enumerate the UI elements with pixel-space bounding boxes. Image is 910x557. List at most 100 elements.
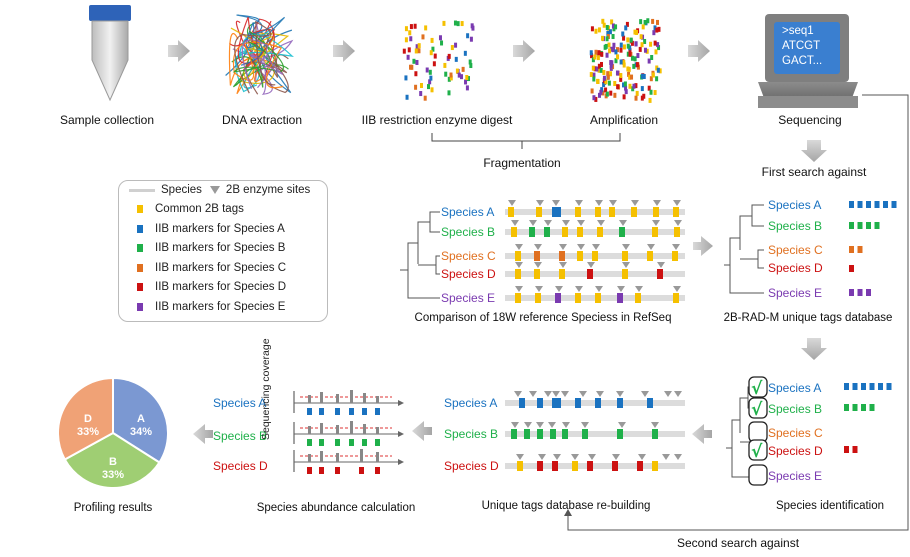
first-search-label: First search against — [761, 165, 867, 179]
fragment — [651, 72, 655, 78]
fragment — [604, 43, 608, 49]
tag-marker — [529, 227, 535, 237]
tag-marker — [587, 269, 593, 279]
fragment — [621, 31, 625, 37]
tag-marker — [519, 398, 525, 408]
fragment — [589, 50, 593, 56]
unique-tag — [849, 265, 854, 272]
fragment — [632, 83, 636, 89]
fragment — [589, 72, 593, 78]
step-arrows — [168, 40, 710, 62]
enzyme-site-triangle — [641, 391, 649, 397]
screen-line-3: GACT... — [782, 55, 823, 67]
fragment — [413, 23, 417, 29]
fragment — [605, 52, 609, 58]
fragment — [419, 91, 423, 97]
fragment — [635, 62, 639, 68]
tag-marker — [575, 398, 581, 408]
fragment — [404, 37, 408, 43]
fragment — [651, 18, 655, 24]
enzyme-site-triangle — [536, 422, 544, 428]
enzyme-site-triangle-icon — [209, 186, 220, 194]
coverage-bar — [336, 394, 339, 403]
fragment — [597, 27, 601, 33]
pie-slice-percent: 33% — [76, 426, 100, 438]
fragment — [449, 75, 453, 81]
tag-marker — [524, 429, 530, 439]
fragment — [634, 83, 638, 89]
enzyme-site-triangle — [515, 262, 523, 268]
fragment — [613, 81, 617, 87]
fragment — [423, 95, 427, 101]
tag-marker — [577, 251, 583, 261]
enzyme-site-triangle — [534, 262, 542, 268]
fragment — [614, 49, 618, 55]
fragment — [622, 82, 626, 88]
enzyme-site-triangle — [555, 286, 563, 292]
enzyme-site-triangle — [571, 454, 579, 460]
fragment — [601, 90, 605, 96]
fragment — [657, 26, 661, 32]
coverage-bar — [360, 449, 363, 462]
fragment — [409, 24, 413, 30]
tag-marker — [657, 269, 663, 279]
enzyme-site-triangle — [535, 286, 543, 292]
legend-item-label: IIB markers for Species B — [155, 242, 286, 254]
fragment — [608, 48, 612, 54]
fragment — [627, 71, 631, 77]
tag-marker — [575, 293, 581, 303]
fragment — [624, 85, 628, 91]
fragment — [594, 96, 598, 102]
enzyme-site-triangle — [674, 220, 682, 226]
fragment — [404, 26, 408, 32]
tag-marker — [511, 227, 517, 237]
fragment — [419, 82, 423, 88]
tag-marker — [307, 467, 312, 474]
fragment — [602, 22, 606, 28]
fragment — [468, 59, 472, 65]
enzyme-site-triangle — [544, 220, 552, 226]
database-species-c-label: Species C — [768, 243, 823, 257]
fragment — [465, 74, 469, 80]
unique-tag — [874, 222, 880, 229]
fragment — [597, 92, 601, 98]
fragment — [591, 57, 595, 63]
tag-marker — [508, 207, 514, 217]
fragment — [447, 90, 451, 96]
fragment — [655, 76, 659, 82]
enzyme-site-triangle — [562, 220, 570, 226]
enzyme-site-triangle — [635, 286, 643, 292]
enzyme-site-triangle — [562, 422, 570, 428]
fragment — [593, 54, 597, 60]
fragment — [611, 34, 615, 40]
fragment — [597, 50, 601, 56]
comparison-species-d-label: Species D — [441, 267, 496, 281]
fragment — [640, 42, 644, 48]
fragment — [608, 71, 612, 77]
tag-marker — [652, 461, 658, 471]
tag-marker — [597, 227, 603, 237]
database-species-a-label: Species A — [768, 198, 822, 212]
enzyme-site-triangle — [618, 422, 626, 428]
second-search-loop — [567, 94, 909, 531]
enzyme-site-triangle — [657, 262, 665, 268]
tag-marker — [537, 461, 543, 471]
legend-swatch — [137, 263, 143, 272]
tag-marker — [375, 467, 380, 474]
species-genome-line — [505, 271, 685, 277]
legend-item: Common 2B tags — [129, 203, 244, 215]
fragment — [454, 42, 458, 48]
tag-marker — [375, 408, 380, 415]
fragment — [628, 83, 632, 89]
fragment — [457, 72, 461, 78]
fragment — [596, 78, 600, 84]
fragment — [619, 76, 623, 82]
step-dna-extraction: DNA extraction — [221, 113, 303, 127]
tag-marker — [544, 227, 550, 237]
fragment — [631, 86, 635, 92]
species-genome-line — [505, 229, 685, 235]
enzyme-site-triangle — [514, 391, 522, 397]
enzyme-site-triangle — [612, 454, 620, 460]
legend-item: IIB markers for Species D — [129, 281, 286, 293]
legend-item-label: IIB markers for Species A — [155, 222, 285, 235]
